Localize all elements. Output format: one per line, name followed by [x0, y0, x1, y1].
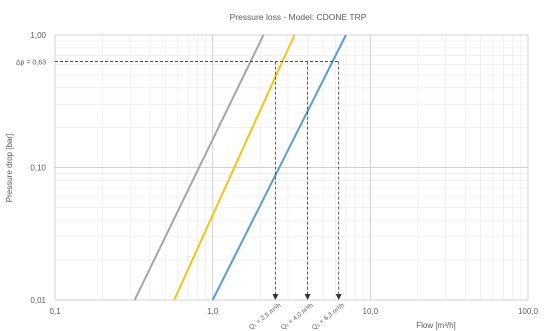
series-layer	[133, 34, 347, 301]
y-tick-label: 0,01	[30, 296, 46, 305]
series-line-1	[133, 34, 265, 301]
x-tick-label: 10,0	[363, 307, 379, 316]
series-line-3	[211, 34, 347, 301]
flow-arrow-3	[335, 294, 342, 300]
series-line-2	[173, 34, 296, 301]
y-axis-label: Pressure drop [bar]	[5, 134, 14, 202]
major-gridlines	[54, 34, 529, 301]
flow-label-2: Q₂ = 4,0 m³/h	[280, 302, 315, 331]
flow-arrow-2	[304, 294, 311, 300]
tick-labels: 0,1 1,0 10,0 100,0 0,01 0,10 1,00	[30, 31, 538, 316]
flow-label-3: Q₃ = 6,3 m³/h	[311, 302, 346, 331]
chart-title: Pressure loss - Model: CDONE TRP	[230, 12, 367, 22]
flow-arrow-1	[272, 294, 279, 300]
x-tick-label: 100,0	[518, 307, 539, 316]
y-tick-label: 1,00	[30, 31, 46, 40]
x-tick-label: 1,0	[207, 307, 219, 316]
dp-reference-label: Δp = 0,63	[16, 60, 46, 67]
flow-label-1: Q₁ = 2,5 m³/h	[248, 302, 283, 331]
x-tick-label: 0,1	[49, 307, 61, 316]
y-tick-label: 0,10	[30, 164, 46, 173]
x-axis-label: Flow [m³/h]	[416, 321, 456, 330]
reference-lines: Δp = 0,63 Q₁ = 2,5 m³/hQ₂ = 4,0 m³/hQ₃ = …	[16, 60, 346, 331]
